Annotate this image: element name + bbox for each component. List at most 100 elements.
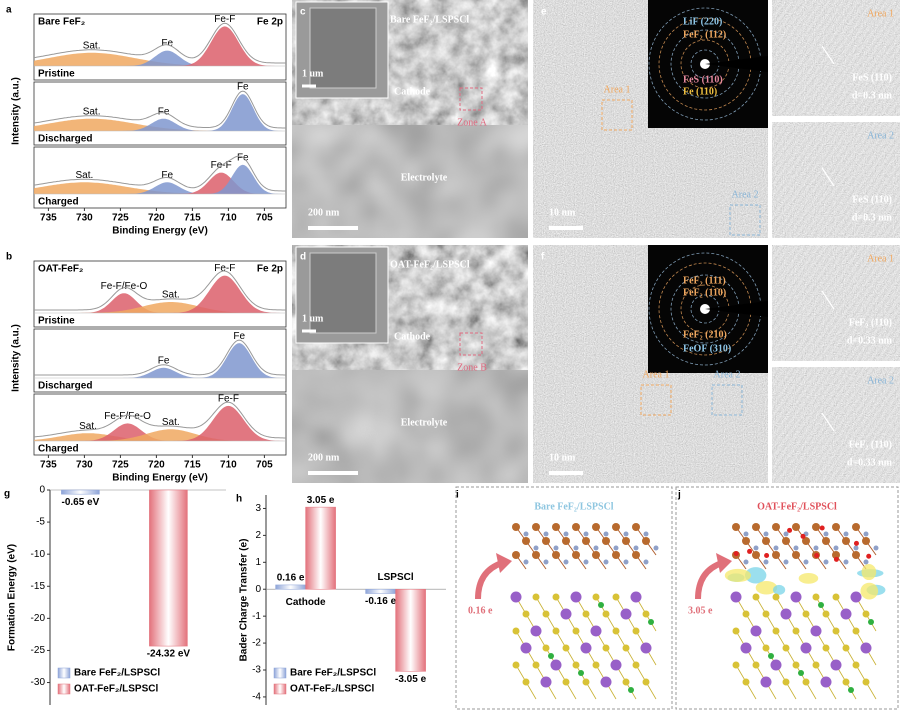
atom-o: [787, 527, 793, 533]
area-label: Area 1: [867, 8, 894, 19]
atom-fe: [552, 551, 560, 559]
atom-s: [532, 593, 540, 601]
panel-letter: i: [456, 490, 459, 501]
atom-f: [793, 545, 799, 551]
atom-f: [843, 559, 849, 565]
atom-f: [753, 545, 759, 551]
atom-s: [842, 644, 850, 652]
atom-f: [743, 531, 749, 537]
atom-li: [540, 676, 552, 688]
atom-li: [800, 642, 812, 654]
scale-bar-label: 200 nm: [308, 452, 340, 463]
atom-li: [620, 608, 632, 620]
bar: [61, 489, 100, 495]
atom-s: [552, 593, 560, 601]
atom-s: [512, 661, 520, 669]
corner-label: Fe 2p: [257, 264, 283, 275]
atom-f: [773, 545, 779, 551]
atom-cl: [598, 602, 604, 608]
atom-li: [570, 591, 582, 603]
atom-s: [772, 627, 780, 635]
atom-s: [522, 610, 530, 618]
atom-fe: [522, 537, 530, 545]
y-axis-label: Intensity (a.u.): [11, 324, 22, 392]
corner-label: Fe 2p: [257, 17, 283, 28]
lattice-fringes: [772, 122, 900, 238]
value-label: -0.16 e: [365, 596, 397, 607]
legend-swatch: [57, 683, 71, 695]
atom-s: [582, 610, 590, 618]
scale-bar-label: 10 nm: [549, 452, 576, 463]
atom-s: [862, 610, 870, 618]
atom-fe: [632, 551, 640, 559]
atom-f: [643, 531, 649, 537]
peak: [34, 405, 286, 441]
envelope: [34, 339, 286, 376]
peak: [34, 164, 286, 194]
area-box: [601, 99, 633, 131]
atom-fe: [592, 551, 600, 559]
atom-fe: [742, 537, 750, 545]
atom-fe: [822, 537, 830, 545]
atom-f: [563, 531, 569, 537]
atom-cl: [648, 619, 654, 625]
panel-letter: b: [6, 252, 12, 263]
atom-f: [743, 559, 749, 565]
x-tick-label: 715: [184, 460, 201, 471]
charge-arrowhead: [496, 553, 512, 573]
panel-letter: f: [541, 252, 545, 263]
area-label: Area 1: [643, 369, 670, 380]
peak-label: Fe: [161, 170, 173, 181]
panel-letter: e: [541, 7, 547, 18]
atom-fe: [532, 523, 540, 531]
micrograph-title: OAT-FeF₂/LSPSCl: [390, 259, 470, 270]
atom-fe: [832, 551, 840, 559]
panel-letter: j: [677, 490, 681, 501]
atom-s: [822, 610, 830, 618]
y-axis-label: Intensity (a.u.): [11, 77, 22, 145]
atom-li: [510, 591, 522, 603]
charge-density: [798, 572, 819, 584]
atom-f: [543, 559, 549, 565]
charge-arrow: [475, 560, 504, 600]
fringe-marker: [821, 167, 835, 187]
atom-s: [552, 627, 560, 635]
atom-s: [632, 661, 640, 669]
atom-f: [523, 559, 529, 565]
atom-s: [752, 661, 760, 669]
y-axis-label: Bader Charge Transfer (e): [239, 539, 250, 662]
atom-f: [823, 531, 829, 537]
peak-label: Sat.: [162, 417, 180, 428]
sem-inset-particle: [309, 7, 377, 89]
saed-label: FeS (110): [683, 74, 723, 85]
atom-li: [730, 591, 742, 603]
fringe-marker: [821, 45, 835, 65]
area-box: [711, 384, 743, 416]
area-label: Area 2: [732, 189, 759, 200]
atom-s: [752, 593, 760, 601]
atom-s: [612, 627, 620, 635]
peak-label: Fe: [158, 106, 170, 117]
atom-o: [800, 533, 806, 539]
x-tick-label: 730: [76, 460, 93, 471]
atom-fe: [602, 537, 610, 545]
atom-li: [590, 625, 602, 637]
category-label: LSPSCl: [378, 572, 414, 583]
atom-fe: [642, 537, 650, 545]
lattice-fringes: [772, 367, 900, 483]
charge-density: [755, 580, 778, 595]
atom-s: [802, 678, 810, 686]
atom-s: [852, 661, 860, 669]
atom-f: [573, 545, 579, 551]
panel-letter: h: [236, 494, 242, 505]
atom-s: [632, 627, 640, 635]
peak-label: Fe: [233, 331, 245, 342]
atom-s: [812, 661, 820, 669]
bar: [149, 489, 188, 647]
atom-s: [572, 627, 580, 635]
atom-s: [542, 610, 550, 618]
area-box: [729, 204, 761, 236]
spectrum-frame: [33, 13, 287, 81]
fringe-marker: [821, 412, 835, 432]
